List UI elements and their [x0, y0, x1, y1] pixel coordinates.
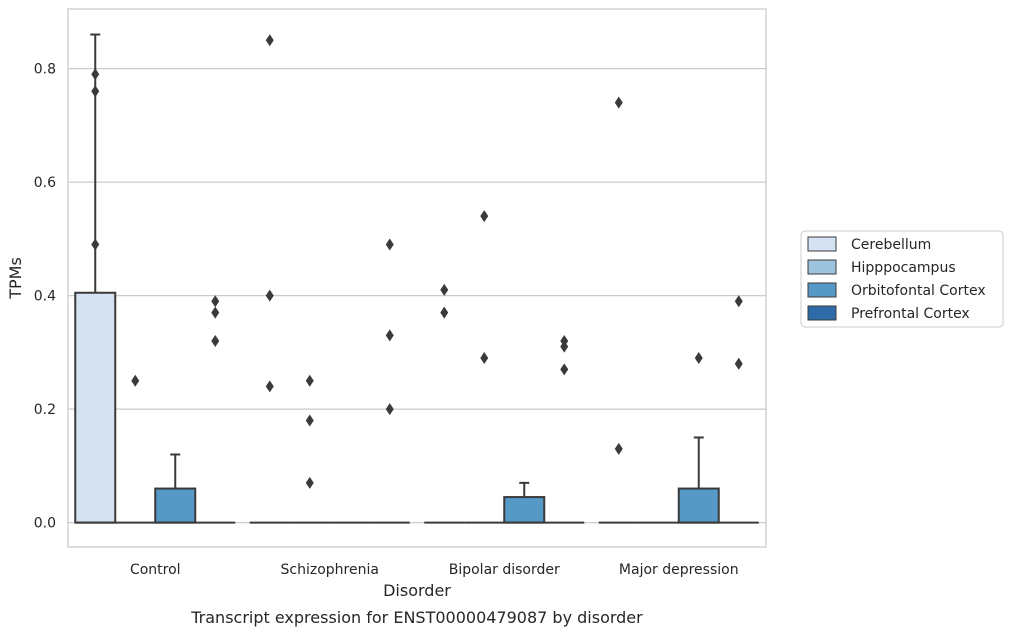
box-1-0 — [249, 34, 290, 524]
outlier-point — [91, 85, 100, 98]
legend-label: Orbitofontal Cortex — [851, 283, 986, 299]
legend-label: Cerebellum — [851, 237, 931, 253]
outlier-point — [211, 295, 220, 308]
legend-frame — [800, 230, 1004, 328]
box-2-0 — [424, 283, 465, 524]
outlier-point — [305, 476, 314, 489]
box-marks — [74, 33, 759, 524]
box-body — [677, 487, 720, 524]
outlier-point — [265, 34, 274, 47]
y-tick-labels: 0.0 0.2 0.4 0.6 0.8 — [34, 62, 56, 532]
box-0-3 — [195, 295, 236, 524]
outlier-point — [211, 334, 220, 347]
box-3-0 — [598, 96, 639, 524]
y-axis-label: TPMs — [6, 257, 25, 300]
legend-swatch — [807, 282, 837, 298]
outlier-point — [480, 352, 489, 365]
box-1-3 — [369, 238, 410, 524]
box-body — [154, 487, 197, 524]
y-tick-label: 0.2 — [34, 402, 56, 418]
outlier-point — [560, 363, 569, 376]
outlier-point — [614, 96, 623, 109]
outlier-point — [305, 414, 314, 427]
legend-label: Prefrontal Cortex — [851, 306, 970, 322]
box-0-0 — [74, 33, 117, 524]
x-tick-labels: Control Schizophrenia Bipolar disorder Majo… — [130, 562, 739, 578]
outlier-point — [560, 340, 569, 353]
y-tick-label: 0.0 — [34, 516, 56, 532]
outlier-point — [480, 210, 489, 223]
legend: Cerebellum Hipppocampus Orbitofontal Corte… — [800, 230, 1004, 328]
box-body — [503, 496, 546, 524]
outlier-point — [305, 374, 314, 387]
outlier-point — [131, 374, 140, 387]
outlier-point — [265, 289, 274, 302]
box-3-3 — [718, 295, 759, 524]
y-tick-label: 0.6 — [34, 175, 56, 191]
outlier-point — [440, 283, 449, 296]
chart-title: Transcript expression for ENST0000047908… — [190, 608, 643, 627]
x-tick-label: Bipolar disorder — [449, 562, 560, 578]
box-3-2 — [677, 352, 720, 524]
outlier-point — [91, 68, 100, 81]
box-2-2 — [503, 481, 546, 524]
outlier-point — [211, 306, 220, 319]
y-tick-label: 0.4 — [34, 289, 56, 305]
box-0-2 — [154, 453, 197, 524]
legend-swatch — [807, 259, 837, 275]
outlier-point — [734, 357, 743, 370]
outlier-point — [614, 442, 623, 455]
outlier-point — [440, 306, 449, 319]
x-tick-label: Major depression — [619, 562, 739, 578]
outlier-point — [265, 380, 274, 393]
outlier-point — [385, 403, 394, 416]
box-0-1 — [115, 374, 156, 524]
legend-swatch — [807, 305, 837, 321]
box-2-1 — [464, 210, 505, 524]
plot-frame — [67, 8, 767, 548]
box-1-1 — [289, 374, 330, 524]
box-body — [74, 291, 117, 524]
outlier-point — [385, 329, 394, 342]
x-tick-label: Control — [130, 562, 181, 578]
box-2-3 — [544, 334, 585, 524]
outlier-point — [694, 352, 703, 365]
x-tick-label: Schizophrenia — [281, 562, 379, 578]
x-axis-label: Disorder — [383, 581, 451, 600]
outlier-point — [385, 238, 394, 251]
legend-swatch — [807, 236, 837, 252]
legend-label: Hipppocampus — [851, 260, 956, 276]
y-tick-label: 0.8 — [34, 62, 56, 78]
outlier-point — [734, 295, 743, 308]
outlier-point — [91, 238, 100, 251]
